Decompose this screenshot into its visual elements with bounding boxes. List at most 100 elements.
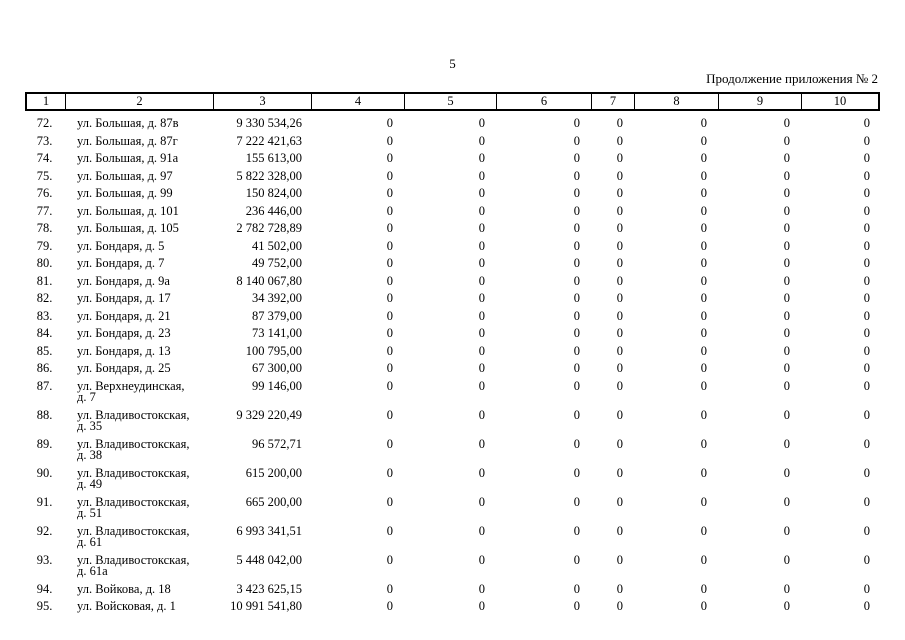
row-value-col6: 0 — [573, 523, 580, 538]
table-row: 82. ул. Бондаря, д. 17 34 392,00 0 0 0 0 0 0 0 — [25, 291, 880, 305]
row-value-col9: 0 — [783, 273, 790, 288]
row-value-col7: 0 — [616, 581, 623, 596]
row-value-col10: 0 — [863, 326, 870, 340]
row-value-col7: 0 — [616, 407, 623, 422]
row-value-col10: 0 — [863, 186, 870, 200]
row-amount: 7 222 421,63 — [236, 133, 302, 148]
row-value-col5: 0 — [478, 599, 485, 613]
row-value-col5: 0 — [478, 151, 485, 165]
row-value-col10: 0 — [863, 116, 870, 130]
row-value-col10: 0 — [863, 343, 870, 358]
row-amount: 3 423 625,15 — [236, 581, 302, 596]
table-row: 72. ул. Большая, д. 87в 9 330 534,26 0 0 0 0 0 0… — [25, 116, 880, 130]
row-number: 85. — [36, 343, 53, 358]
row-value-col10: 0 — [863, 133, 870, 148]
row-value-col4: 0 — [386, 523, 393, 538]
table-row: 91. ул. Владивостокская, д. 51 665 200,00 0 0… — [25, 494, 880, 520]
row-value-col6: 0 — [573, 552, 580, 567]
row-value-col8: 0 — [700, 494, 707, 509]
row-value-col4: 0 — [386, 186, 393, 200]
row-number: 94. — [36, 581, 53, 596]
row-value-col9: 0 — [783, 552, 790, 567]
row-amount: 34 392,00 — [252, 291, 302, 305]
row-value-col7: 0 — [616, 378, 623, 393]
row-value-col8: 0 — [700, 465, 707, 480]
table-row: 94. ул. Войкова, д. 18 3 423 625,15 0 0 0 0 0 0 0 — [25, 581, 880, 596]
row-value-col10: 0 — [863, 291, 870, 305]
row-value-col10: 0 — [863, 552, 870, 567]
row-value-col7: 0 — [616, 186, 623, 200]
row-value-col6: 0 — [573, 308, 580, 323]
row-amount: 41 502,00 — [252, 238, 302, 253]
row-number: 72. — [36, 116, 53, 130]
row-value-col10: 0 — [863, 378, 870, 393]
row-value-col9: 0 — [783, 186, 790, 200]
table-row: 73. ул. Большая, д. 87г 7 222 421,63 0 0 0 0 0 0… — [25, 133, 880, 148]
row-value-col7: 0 — [616, 256, 623, 270]
row-value-col5: 0 — [478, 221, 485, 235]
table-body: 72. ул. Большая, д. 87в 9 330 534,26 0 0 0 0 0 0… — [25, 111, 880, 613]
row-amount: 73 141,00 — [252, 326, 302, 340]
row-value-col9: 0 — [783, 378, 790, 393]
row-address: ул. Владивостокская, д. 38 — [77, 436, 190, 462]
row-value-col4: 0 — [386, 326, 393, 340]
row-value-col5: 0 — [478, 407, 485, 422]
row-value-col5: 0 — [478, 308, 485, 323]
row-value-col8: 0 — [700, 133, 707, 148]
row-value-col7: 0 — [616, 133, 623, 148]
row-value-col4: 0 — [386, 599, 393, 613]
row-value-col4: 0 — [386, 436, 393, 451]
row-value-col8: 0 — [700, 343, 707, 358]
table-row: 74. ул. Большая, д. 91а 155 613,00 0 0 0 0 0 0 0 — [25, 151, 880, 165]
column-header-9: 9 — [719, 94, 802, 109]
row-amount: 9 329 220,49 — [236, 407, 302, 422]
row-value-col9: 0 — [783, 494, 790, 509]
row-value-col4: 0 — [386, 361, 393, 375]
row-value-col8: 0 — [700, 116, 707, 130]
row-number: 82. — [36, 291, 53, 305]
row-value-col4: 0 — [386, 116, 393, 130]
row-value-col5: 0 — [478, 291, 485, 305]
row-value-col9: 0 — [783, 407, 790, 422]
row-amount: 665 200,00 — [245, 494, 302, 509]
column-header-3: 3 — [214, 94, 312, 109]
row-value-col5: 0 — [478, 465, 485, 480]
row-value-col7: 0 — [616, 291, 623, 305]
row-value-col9: 0 — [783, 308, 790, 323]
row-value-col6: 0 — [573, 436, 580, 451]
row-address: ул. Бондаря, д. 9а — [77, 273, 170, 288]
row-value-col9: 0 — [783, 326, 790, 340]
row-value-col5: 0 — [478, 436, 485, 451]
row-value-col9: 0 — [783, 203, 790, 218]
row-address: ул. Владивостокская, д. 51 — [77, 494, 190, 520]
row-address: ул. Бондаря, д. 25 — [77, 361, 171, 375]
table-row: 93. ул. Владивостокская, д. 61а 5 448 042,0… — [25, 552, 880, 578]
row-value-col6: 0 — [573, 116, 580, 130]
row-amount: 100 795,00 — [245, 343, 302, 358]
row-value-col10: 0 — [863, 256, 870, 270]
row-value-col10: 0 — [863, 494, 870, 509]
row-value-col7: 0 — [616, 273, 623, 288]
row-value-col4: 0 — [386, 343, 393, 358]
row-value-col5: 0 — [478, 581, 485, 596]
row-address: ул. Верхнеудинская, д. 7 — [77, 378, 185, 404]
row-value-col6: 0 — [573, 407, 580, 422]
table-row: 86. ул. Бондаря, д. 25 67 300,00 0 0 0 0 0 0 0 — [25, 361, 880, 375]
row-value-col8: 0 — [700, 291, 707, 305]
row-number: 87. — [36, 378, 53, 393]
row-value-col7: 0 — [616, 599, 623, 613]
row-number: 74. — [36, 151, 53, 165]
row-value-col9: 0 — [783, 599, 790, 613]
row-number: 89. — [36, 436, 53, 451]
row-value-col8: 0 — [700, 256, 707, 270]
row-value-col7: 0 — [616, 116, 623, 130]
table-row: 92. ул. Владивостокская, д. 61 6 993 341,51… — [25, 523, 880, 549]
row-amount: 150 824,00 — [245, 186, 302, 200]
row-value-col6: 0 — [573, 221, 580, 235]
row-value-col5: 0 — [478, 361, 485, 375]
row-value-col6: 0 — [573, 186, 580, 200]
page-number: 5 — [449, 56, 456, 71]
row-value-col8: 0 — [700, 581, 707, 596]
row-value-col7: 0 — [616, 151, 623, 165]
row-value-col8: 0 — [700, 151, 707, 165]
